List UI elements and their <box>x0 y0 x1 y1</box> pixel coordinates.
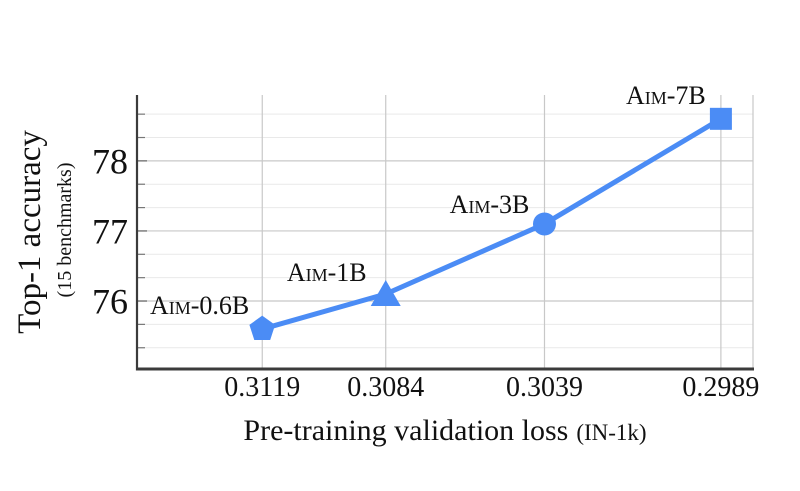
x-tick-label: 0.2989 <box>682 372 759 403</box>
tick-label-layer: 76 77 78 0.3119 0.3084 0.3039 0.2989 <box>92 141 759 403</box>
y-tick-label: 78 <box>92 141 128 181</box>
marker-aim-3b <box>532 212 556 236</box>
y-tick-label: 76 <box>92 282 128 322</box>
x-tick-label: 0.3039 <box>506 372 583 403</box>
point-label-aim-0-6b: Aim-0.6B <box>150 291 249 320</box>
point-label-aim-3b: Aim-3B <box>450 190 530 219</box>
marker-aim-7b <box>709 107 732 130</box>
axis-layer <box>135 95 754 371</box>
y-tick-label: 77 <box>92 211 128 251</box>
y-axis-title-suffix: (15 benchmarks) <box>54 163 76 298</box>
y-axis-title: Top-1 accuracy <box>12 130 48 334</box>
x-tick-label: 0.3119 <box>224 372 300 403</box>
x-axis-title: Pre-training validation loss (IN-1k) <box>243 414 646 447</box>
series-layer: Aim-0.6B Aim-1B Aim-3B Aim-7B <box>150 81 732 340</box>
series-line <box>259 116 724 332</box>
x-tick-label: 0.3084 <box>347 372 424 403</box>
marker-aim-0-6b <box>249 315 276 340</box>
x-axis-title-main: Pre-training validation loss <box>243 414 568 447</box>
point-label-aim-7b: Aim-7B <box>626 81 706 110</box>
x-axis-title-suffix: (IN-1k) <box>576 420 646 445</box>
grid-layer <box>137 95 754 369</box>
point-label-aim-1b: Aim-1B <box>287 258 367 287</box>
marker-aim-1b <box>370 280 401 307</box>
